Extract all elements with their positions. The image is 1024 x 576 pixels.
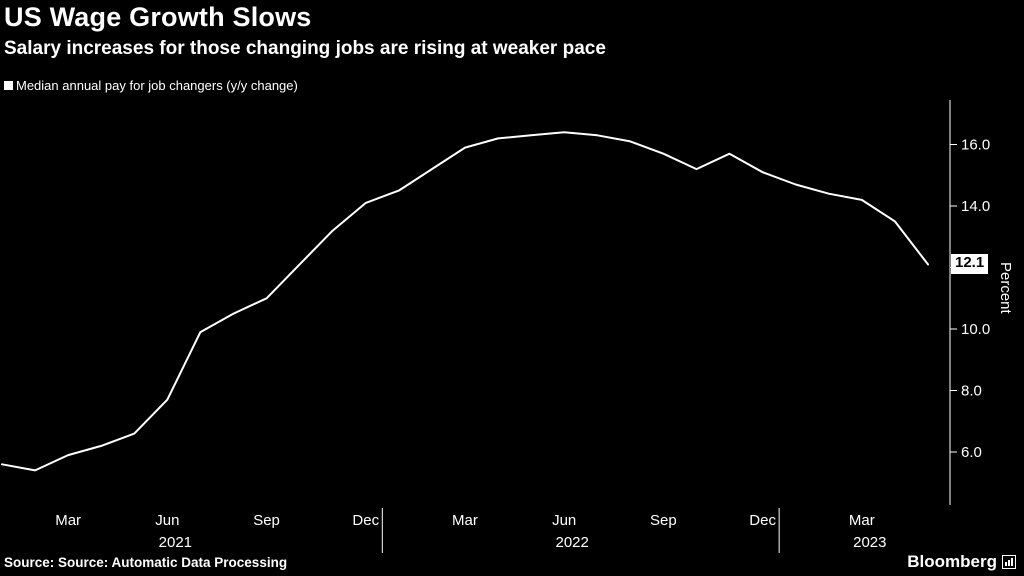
legend-swatch-icon (4, 81, 13, 90)
chart-subtitle: Salary increases for those changing jobs… (4, 38, 606, 59)
legend: Median annual pay for job changers (y/y … (4, 78, 298, 93)
legend-label: Median annual pay for job changers (y/y … (16, 78, 298, 93)
y-tick-label: 8.0 (961, 383, 982, 400)
x-tick-label: Mar (849, 512, 875, 529)
last-value-badge: 12.1 (951, 254, 989, 274)
y-tick-label: 6.0 (961, 444, 982, 461)
x-year-label: 2023 (853, 534, 886, 551)
x-year-label: 2022 (556, 534, 589, 551)
x-tick-label: Dec (352, 512, 379, 529)
y-tick-label: 14.0 (961, 198, 990, 215)
x-tick-label: Jun (155, 512, 179, 529)
y-axis-title: Percent (997, 262, 1014, 314)
x-year-label: 2021 (159, 534, 192, 551)
series-line (1, 131, 929, 472)
x-tick-label: Sep (253, 512, 280, 529)
x-tick-label: Sep (650, 512, 677, 529)
x-tick-label: Jun (552, 512, 576, 529)
y-tick-label: 16.0 (961, 137, 990, 154)
bloomberg-logo: Bloomberg (907, 552, 1016, 572)
source-note: Source: Source: Automatic Data Processin… (4, 555, 288, 570)
y-tick-label: 10.0 (961, 321, 990, 338)
terminal-chart-icon (1002, 555, 1016, 569)
bloomberg-wordmark: Bloomberg (907, 552, 997, 571)
x-tick-label: Mar (55, 512, 81, 529)
x-tick-label: Mar (452, 512, 478, 529)
x-tick-label: Dec (749, 512, 776, 529)
chart-title: US Wage Growth Slows (4, 2, 312, 32)
